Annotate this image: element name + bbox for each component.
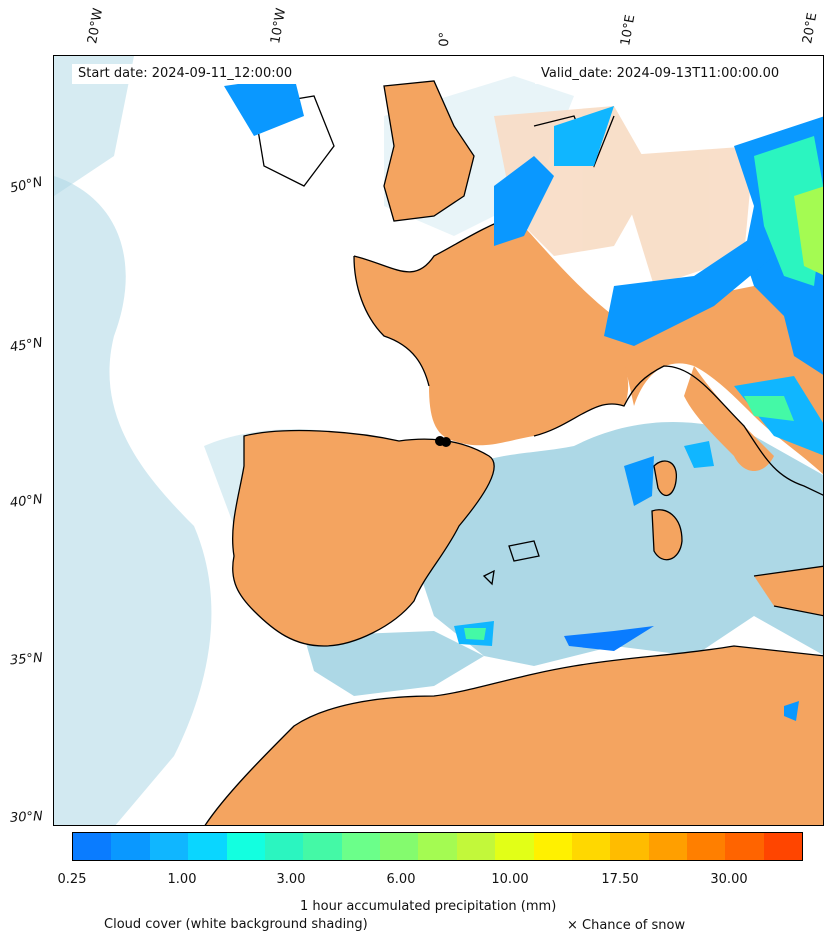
colorbar-segment (264, 833, 304, 860)
colorbar-tick-3: 6.00 (386, 872, 416, 887)
lon-label-20w: 20°W (85, 7, 107, 46)
lon-label-10w: 10°W (268, 7, 290, 46)
colorbar-label: 1 hour accumulated precipitation (mm) (300, 899, 557, 914)
colorbar-segment (73, 833, 112, 860)
lon-label-0: 0° (437, 31, 453, 47)
map-canvas (54, 56, 823, 825)
lat-label-30n: 30°N (9, 809, 44, 826)
snow-caption: × Chance of snow (567, 918, 686, 933)
colorbar-tick-2: 3.00 (276, 872, 306, 887)
colorbar-segment (495, 833, 534, 860)
colorbar (72, 832, 803, 861)
lat-label-45n: 45°N (9, 335, 44, 356)
map-panel[interactable] (53, 55, 824, 826)
lon-label-10e: 10°E (618, 13, 639, 47)
colorbar-segment (226, 833, 265, 860)
colorbar-segment (149, 833, 189, 860)
colorbar-segment (763, 833, 803, 860)
coastlines (204, 80, 823, 825)
valid-date-label: Valid_date: 2024-09-13T11:00:00.00 (535, 64, 786, 84)
colorbar-tick-4: 10.00 (491, 872, 529, 887)
lat-label-50n: 50°N (8, 174, 44, 197)
start-date-label: Start date: 2024-09-11_12:00:00 (72, 64, 299, 84)
colorbar-segment (303, 833, 342, 860)
cloud-cover-sea (54, 56, 823, 696)
colorbar-segment (725, 833, 764, 860)
colorbar-segment (571, 833, 611, 860)
colorbar-segment (188, 833, 227, 860)
colorbar-segment (341, 833, 380, 860)
colorbar-tick-0: 0.25 (57, 872, 87, 887)
colorbar-tick-1: 1.00 (167, 872, 197, 887)
colorbar-tick-6: 30.00 (710, 872, 748, 887)
colorbar-segment (111, 833, 150, 860)
lon-label-20e: 20°E (800, 11, 821, 45)
lat-label-40n: 40°N (9, 492, 44, 511)
colorbar-segment (648, 833, 687, 860)
colorbar-segment (610, 833, 649, 860)
precipitation (224, 76, 823, 721)
cloud-cover-caption: Cloud cover (white background shading) (104, 917, 368, 932)
colorbar-segment (533, 833, 572, 860)
colorbar-segment (456, 833, 496, 860)
land-pale (494, 106, 754, 286)
lat-label-35n: 35°N (9, 650, 44, 669)
snow-marker-2 (441, 437, 451, 447)
colorbar-tick-5: 17.50 (601, 872, 639, 887)
colorbar-segment (418, 833, 457, 860)
colorbar-segment (687, 833, 726, 860)
colorbar-segment (380, 833, 419, 860)
